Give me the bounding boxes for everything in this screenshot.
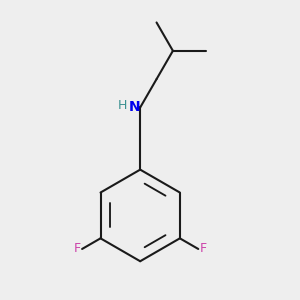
Text: N: N: [128, 100, 140, 115]
Text: H: H: [118, 99, 127, 112]
Text: F: F: [200, 242, 207, 256]
Text: F: F: [73, 242, 80, 256]
